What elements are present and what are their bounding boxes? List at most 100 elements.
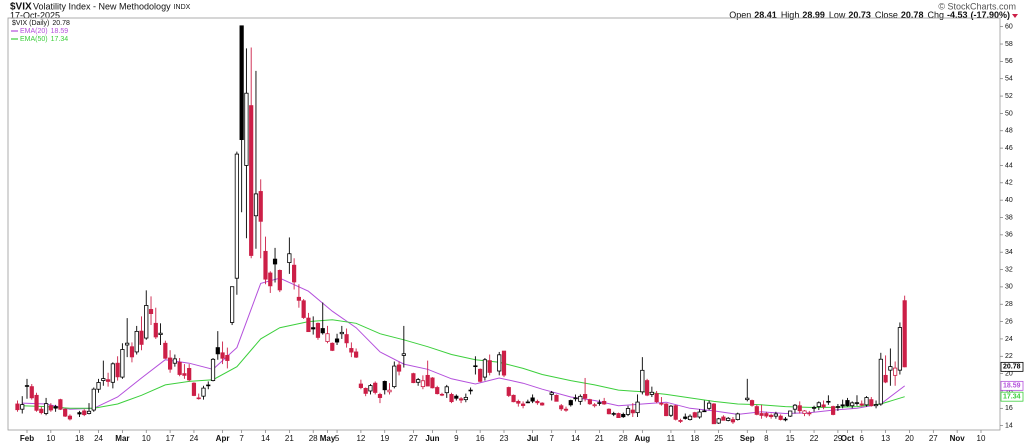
candle-body [559,405,564,410]
candle-body [272,258,278,265]
candle-body [692,412,697,418]
x-tick-label: 25 [714,434,723,443]
quote-label: Chg [927,10,944,20]
y-tick-label: 16 [1005,405,1013,412]
candle-body [439,393,445,396]
quote-label: Close [875,10,898,20]
candle-body [67,415,73,420]
credit: © StockCharts.com [938,1,1016,11]
candle-body [869,399,874,407]
quote-value: 28.99 [802,10,825,20]
y-tick-label: 56 [1005,58,1013,65]
candle-body [788,410,793,417]
candle-body [707,402,712,409]
candle-body [568,400,573,406]
candle-body [711,403,716,425]
y-tick-label: 50 [1005,110,1013,117]
candle-body [105,379,111,382]
candle-body [759,413,764,416]
quote-value: 28.41 [754,10,777,20]
legend-entry: EMA(20) 18.59 [20,28,68,35]
candle-body [373,382,378,393]
candle-body [864,397,869,406]
candle-body [511,394,516,403]
candle-body [859,403,864,406]
candle-body [807,412,812,415]
x-tick-label: 7 [239,434,244,443]
candle-body [401,353,406,356]
x-tick-label: 23 [500,434,509,443]
candle-body [897,327,903,371]
candle-body [82,410,87,416]
candle-body [344,334,349,344]
candle-body [549,392,554,395]
candle-body [773,413,778,417]
candle-body [645,380,650,396]
candle-body [20,404,25,410]
x-tick-label: 14 [571,434,580,443]
y-tick-label: 44 [1005,162,1013,169]
x-tick-label: 27 [929,434,938,443]
candle-body [835,406,841,408]
down-arrow [1012,14,1018,18]
candle-body [506,387,511,396]
y-tick-label: 30 [1005,284,1013,291]
candle-body [582,394,588,399]
x-tick-label: 28 [619,434,628,443]
candle-body [673,405,678,420]
candle-body [96,382,101,390]
x-tick-label: 19 [380,434,389,443]
candle-body [268,272,273,287]
candle-body [640,369,645,393]
candle-body [888,366,893,371]
candle-body [86,410,92,414]
candle-body [845,400,850,407]
x-tick-label: 17 [166,434,175,443]
candle-body [764,413,769,417]
y-tick-label: 14 [1005,423,1013,430]
candle-body [115,362,120,378]
candle-body [802,410,807,414]
x-tick-label: 18 [690,434,699,443]
candle-body [611,413,616,415]
candle-body [425,374,430,387]
candle-body [497,354,502,372]
x-tick-label: Mar [115,434,129,443]
legend-entry: EMA(50) 17.34 [20,36,68,43]
x-tick-label: Oct [841,434,855,443]
x-tick-label: 20 [905,434,914,443]
candle-body [454,395,459,399]
x-tick-label: 13 [881,434,890,443]
candle-body [263,250,268,280]
candle-body [883,374,888,383]
candle-body [354,351,359,358]
candle-body [458,398,464,401]
candle-body [797,405,802,412]
x-tick-label: 29 [833,434,842,443]
legend-title: $VIX (Daily) 20.78 [12,20,70,27]
exchange: INDX [174,4,191,11]
candle-body [363,387,368,394]
x-tick-label: 21 [595,434,604,443]
candle-body [621,413,626,418]
candle-body [144,305,149,339]
candle-body [735,413,740,420]
legend-value: 20.78 [52,20,70,27]
candle-body [606,408,612,415]
candle-body [578,395,583,402]
candle-body [716,418,721,424]
candle-body [301,300,306,318]
candle-body [148,309,154,314]
candle-body [597,402,602,404]
value-box [1000,361,1024,372]
candle-body [530,397,535,402]
candle-body [730,419,736,423]
candle-body [697,411,702,418]
candle-body [721,416,726,421]
candle-body [649,391,654,395]
candle-body [306,317,311,333]
candle-body [58,399,63,410]
candle-body [230,286,235,323]
x-tick-label: 5 [335,434,340,443]
